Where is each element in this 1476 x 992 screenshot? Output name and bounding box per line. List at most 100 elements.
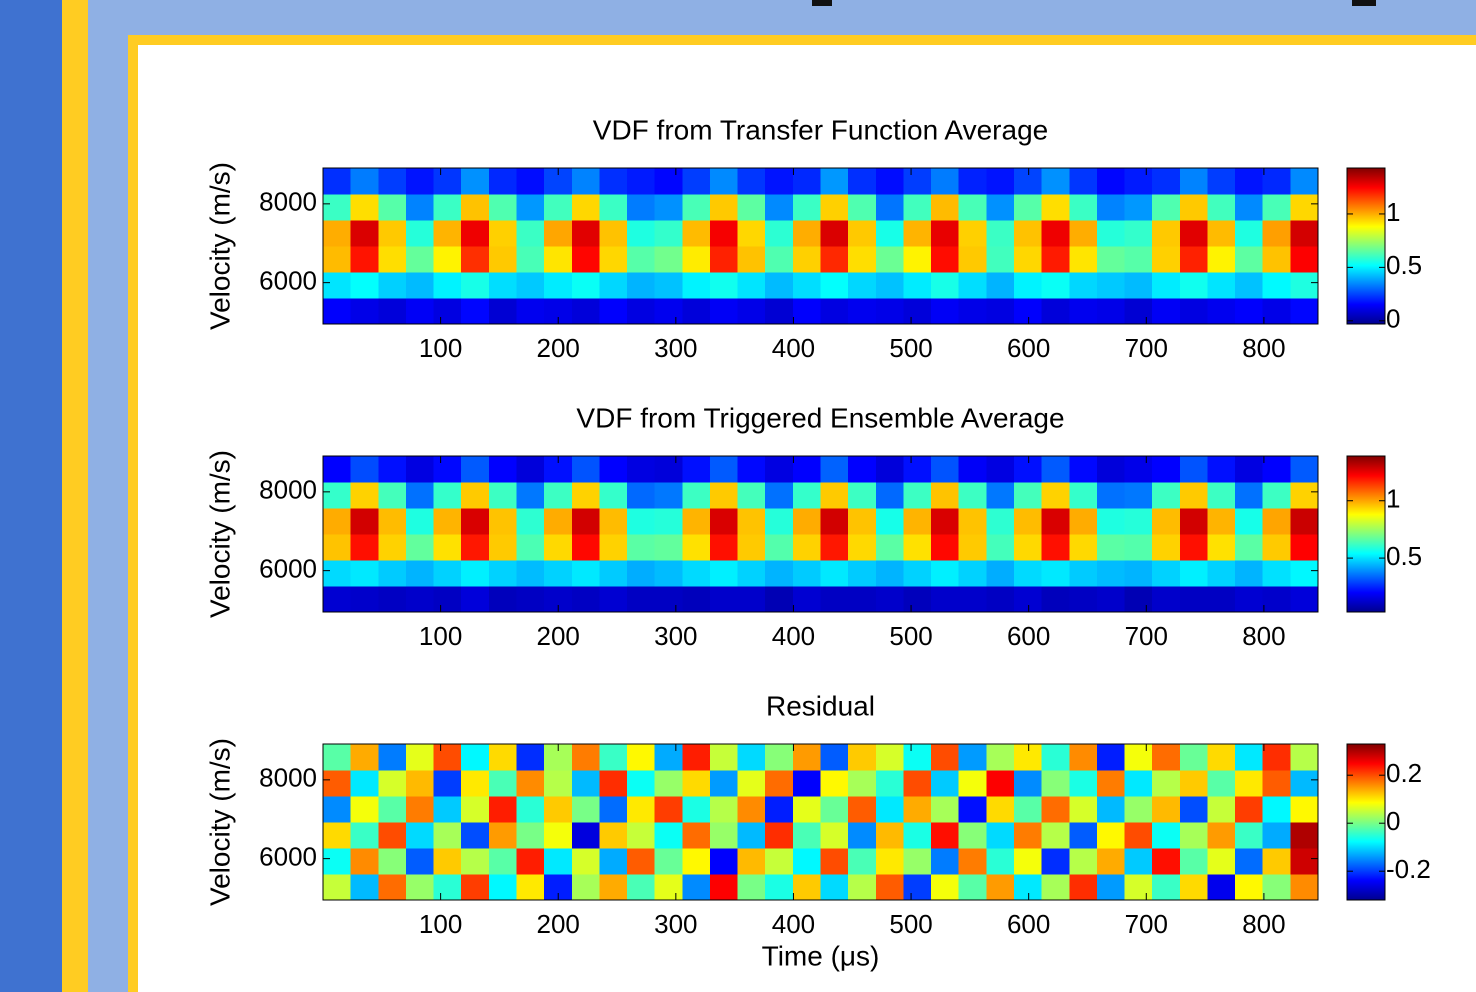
heatmap-cell [1096,272,1126,299]
colorbar-tick-label: 0 [1386,304,1400,334]
heatmap-cell [820,456,849,483]
heatmap-cell [737,586,766,613]
heatmap-cell [986,586,1015,613]
heatmap-cell [903,770,932,797]
heatmap-cell [571,586,600,613]
heatmap-cell [682,586,711,613]
heatmap-cell [378,586,407,613]
heatmap-cell [1207,822,1236,849]
heatmap-cell [765,848,794,875]
heatmap-cell [1290,848,1319,875]
heatmap-cell [378,508,407,535]
heatmap-cell [1069,272,1098,299]
heatmap-cells [323,744,1319,901]
heatmap-cell [378,246,407,273]
heatmap-cell [350,874,379,901]
heatmap-cell [516,534,545,561]
heatmap-cells [323,168,1319,325]
heatmap-cell [599,560,628,587]
heatmap-cell [433,586,462,613]
heatmap-cell [1124,874,1153,901]
left-band [0,0,62,992]
heatmap-cell [1262,456,1291,483]
heatmap-cell [654,272,683,299]
heatmap-cell [654,796,683,823]
heatmap-cell [986,796,1015,823]
heatmap-cell [1290,194,1319,221]
heatmap-cell [792,220,822,247]
heatmap-cell [654,168,683,195]
colorbar-tick-label: -0.2 [1386,854,1431,884]
heatmap-cell [378,770,407,797]
heatmap-cell [1262,560,1291,587]
heatmap-cell [903,194,932,221]
heatmap-cell [931,744,960,771]
heatmap-cell [958,874,987,901]
heatmap-cell [765,796,794,823]
heatmap-cell [958,220,987,247]
heatmap-cell [1124,298,1153,325]
heatmap-cell [544,796,573,823]
heatmap-cell [792,456,822,483]
heatmap-cell [1207,744,1236,771]
heatmap-cell [958,168,987,195]
heatmap-cell [737,744,766,771]
heatmap-cell [1152,220,1181,247]
heatmap-cell [654,298,683,325]
heatmap-cell [378,822,407,849]
heatmap-cell [1290,534,1319,561]
heatmap-cell [488,272,518,299]
heatmap-cell [820,848,849,875]
heatmap-cell [1290,220,1319,247]
heatmap-cell [709,796,739,823]
heatmap-cell [903,796,932,823]
heatmap-cell [792,246,822,273]
x-tick-label: 100 [419,621,462,651]
heatmap-cell [1041,744,1070,771]
heatmap-cell [433,220,462,247]
heatmap-cell [1290,272,1319,299]
x-tick-label: 800 [1242,621,1285,651]
plots: VDF from Transfer Function Average Veloci… [204,114,1430,971]
heatmap-cell [765,482,794,509]
heatmap-cell [903,220,932,247]
heatmap-cell [1262,874,1291,901]
heatmap-cell [1262,168,1291,195]
heatmap-cell [1179,456,1209,483]
heatmap-cell [323,298,352,325]
heatmap-cell [958,534,987,561]
heatmap-cell [405,874,435,901]
heatmap-cell [875,508,905,535]
heatmap-cell [1290,796,1319,823]
x-tick-label: 400 [772,333,815,363]
heatmap-cell [654,744,683,771]
heatmap-cell [323,586,352,613]
heatmap-cell [599,770,628,797]
heatmap-cell [709,272,739,299]
heatmap-cell [792,534,822,561]
heatmap-cell [433,874,462,901]
heatmap-cell [765,874,794,901]
heatmap-cell [875,534,905,561]
heatmap-cell [378,560,407,587]
heatmap-cell [875,874,905,901]
heatmap-cell [1179,874,1209,901]
y-tick-label: 8000 [259,763,317,793]
plot-frame [322,743,1319,901]
heatmap-cell [1124,246,1153,273]
heatmap-cell [627,194,656,221]
heatmap-cell [378,456,407,483]
heatmap-cell [848,744,877,771]
x-tick-label: 600 [1007,909,1050,939]
chart-title: VDF from Triggered Ensemble Average [576,402,1064,433]
heatmap-cell [1290,586,1319,613]
heatmap-cell [1096,796,1126,823]
heatmap-cell [1069,508,1098,535]
heatmap-cell [1069,586,1098,613]
heatmap-cell [1124,848,1153,875]
heatmap-cell [1152,874,1181,901]
heatmap-cell [599,482,628,509]
heatmap-cell [488,848,518,875]
heatmap-cell [875,744,905,771]
heatmap-cell [682,848,711,875]
